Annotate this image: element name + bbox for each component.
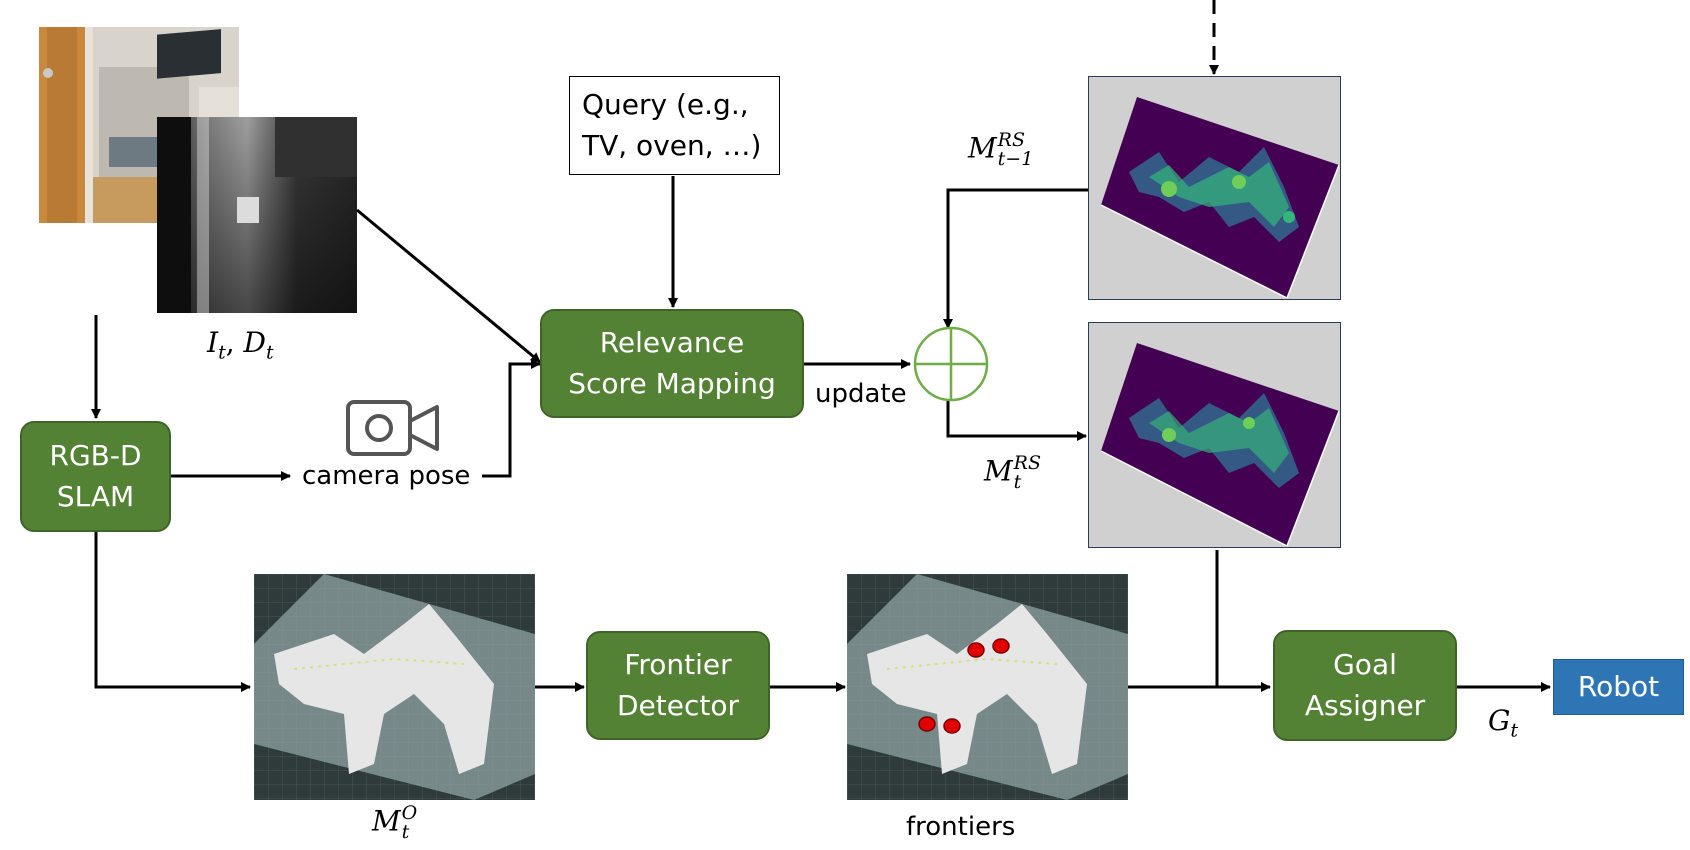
frontier-point (967, 642, 985, 658)
relevance-score-mapping-module: Relevance Score Mapping (540, 309, 804, 418)
goal-label: Gt (1488, 704, 1519, 742)
depth-image (157, 117, 357, 313)
slam-to-occmap-arrow (94, 532, 251, 692)
robot-box: Robot (1553, 659, 1684, 715)
current-relevance-map (1088, 322, 1341, 548)
goal-assigner-module: Goal Assigner (1273, 630, 1457, 741)
frontier-detector-module: Frontier Detector (586, 631, 770, 740)
frontiers-label: frontiers (906, 812, 1016, 842)
input-label: It, Dt (207, 326, 274, 364)
frontier-map (847, 574, 1128, 800)
rgbd-slam-module: RGB-D SLAM (20, 421, 171, 532)
pose-to-relevance-arrow (482, 359, 541, 478)
camera-icon (345, 399, 441, 457)
camera-pose-label: camera pose (302, 461, 471, 491)
frontier-point (992, 638, 1010, 654)
update-label: update (815, 379, 907, 409)
plus-to-curmap-arrow (946, 400, 1087, 441)
previous-map-label: M RS t−1 (968, 129, 1034, 170)
frontier-point (943, 718, 961, 734)
prevmap-to-plus-arrow (943, 188, 1088, 329)
depth-to-relevance-arrow (356, 208, 541, 364)
current-map-label: M RS t (984, 452, 1041, 493)
occupancy-map (254, 574, 535, 800)
previous-relevance-map (1088, 76, 1341, 300)
plus-circle-icon (913, 326, 989, 402)
frontier-point (918, 716, 936, 732)
rgb-image (39, 27, 239, 223)
query-box: Query (e.g., TV, oven, …) (569, 76, 780, 175)
